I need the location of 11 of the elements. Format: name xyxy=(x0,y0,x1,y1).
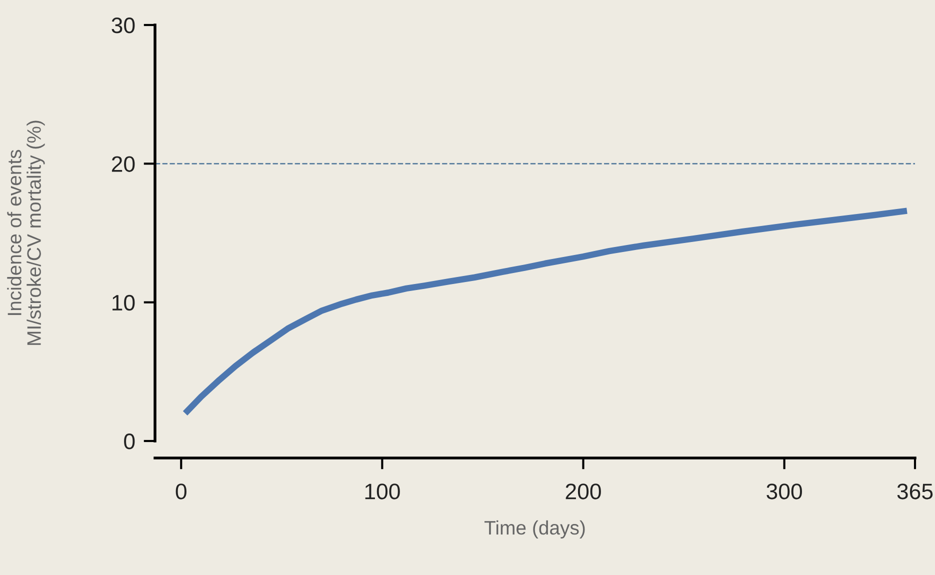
x-axis-title: Time (days) xyxy=(484,520,585,539)
x-tick-label: 0 xyxy=(176,484,186,500)
x-tick-label: 300 xyxy=(766,484,802,500)
y-tick-label: 20 xyxy=(112,156,135,172)
y-tick-label: 30 xyxy=(112,18,135,34)
y-axis-title: Incidence of events MI/stroke/CV mortality (%) xyxy=(7,120,45,345)
y-tick-label: 0 xyxy=(124,434,135,450)
x-tick-label: 200 xyxy=(566,484,601,500)
x-tick-label: 100 xyxy=(365,484,400,500)
x-tick-label: 365 xyxy=(897,484,933,500)
y-tick-label: 10 xyxy=(112,294,135,311)
